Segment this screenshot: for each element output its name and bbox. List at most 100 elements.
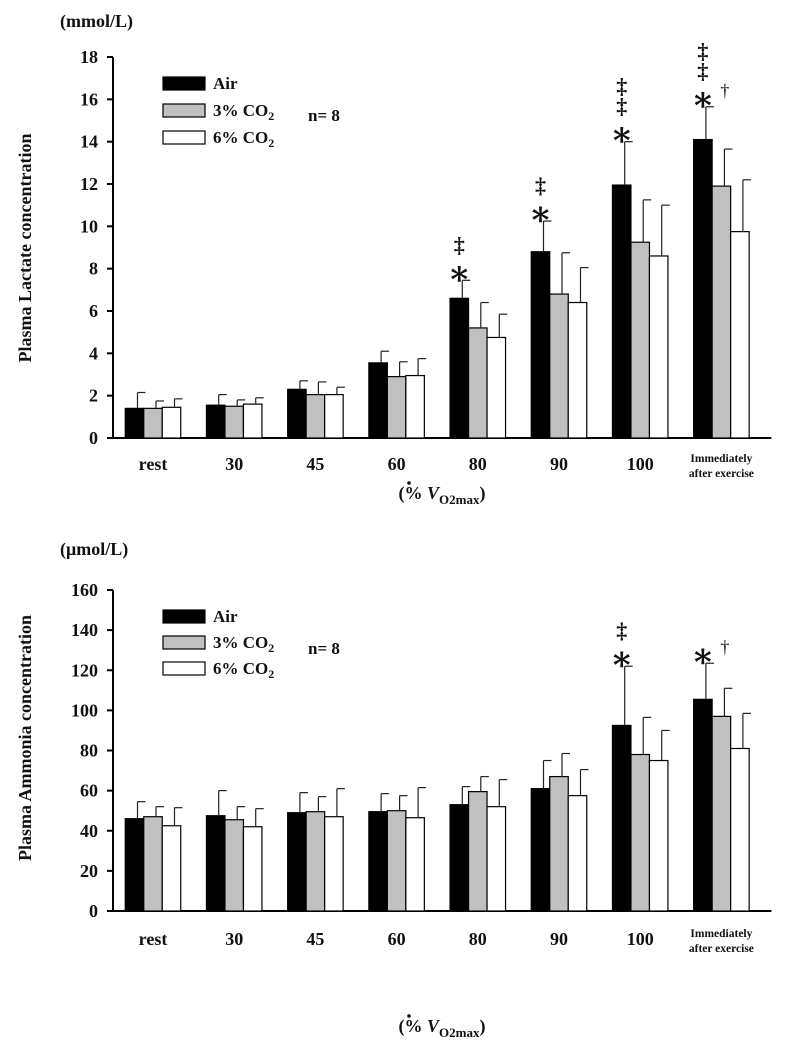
bar-3-co2-rest [143, 407, 163, 439]
y-tick-label: 6 [89, 301, 98, 321]
bar-3-co2-45 [305, 811, 326, 912]
bar-6-co2-90 [567, 301, 588, 439]
x-axis-label-dot [407, 1014, 411, 1018]
legend-swatch-6-co2 [162, 661, 206, 676]
bar-air-90 [530, 788, 551, 912]
category-label: 60 [388, 454, 406, 474]
unit-label: (μmol/L) [60, 539, 128, 560]
legend-swatch-6-co2 [162, 130, 206, 145]
bar-6-co2-30 [242, 403, 263, 439]
y-tick-label: 0 [89, 428, 98, 448]
category-label: 90 [550, 929, 568, 949]
bar-3-co2-100 [630, 241, 651, 439]
category-label: 90 [550, 454, 568, 474]
significance-marker-dagger: † [720, 637, 729, 657]
bar-6-co2-80 [486, 806, 507, 912]
bar-air-80 [449, 297, 470, 439]
bar-air-60 [368, 811, 388, 912]
y-axis-label: Plasma Ammonia concentration [15, 615, 35, 861]
y-tick-label: 80 [80, 741, 98, 761]
bar-6-co2-60 [405, 374, 425, 439]
bar-6-co2-100 [648, 759, 669, 912]
category-label: after exercise [689, 943, 754, 955]
category-label: Immediately [690, 453, 752, 465]
bar-air-100 [611, 184, 632, 439]
sample-size-label: n= 8 [308, 639, 340, 658]
legend-label-air: Air [213, 607, 238, 626]
bar-6-co2-immediately-after-exercise [730, 747, 750, 912]
bar-air-immediately-after-exercise [693, 138, 713, 439]
bar-3-co2-60 [386, 376, 407, 439]
significance-marker: ‡ [616, 74, 627, 99]
category-label: rest [139, 454, 168, 474]
significance-marker: ‡ [616, 618, 627, 643]
x-axis-label: (% VO2max) [399, 1016, 486, 1040]
category-label: 30 [225, 454, 243, 474]
bar-air-80 [449, 804, 470, 912]
category-label: 80 [469, 929, 487, 949]
bar-6-co2-immediately-after-exercise [730, 231, 750, 439]
bar-air-30 [205, 815, 226, 912]
bar-6-co2-60 [405, 817, 425, 912]
bar-6-co2-rest [161, 406, 182, 439]
bar-3-co2-rest [143, 816, 163, 912]
significance-marker-dagger: † [720, 81, 729, 101]
bar-3-co2-30 [224, 405, 245, 439]
y-tick-label: 20 [80, 861, 98, 881]
significance-marker: ∗ [691, 82, 715, 119]
bar-3-co2-90 [549, 775, 569, 912]
bar-3-co2-80 [467, 791, 488, 912]
bar-3-co2-45 [305, 394, 326, 439]
y-tick-label: 60 [80, 781, 98, 801]
bar-air-60 [368, 362, 388, 439]
category-label: 45 [306, 454, 324, 474]
bar-6-co2-80 [486, 336, 507, 439]
significance-marker: ∗ [529, 196, 553, 233]
bar-3-co2-60 [386, 810, 407, 912]
category-label: 60 [388, 929, 406, 949]
significance-marker: ‡ [616, 94, 627, 119]
category-label: 45 [306, 929, 324, 949]
bar-3-co2-100 [630, 753, 651, 912]
y-axis-label: Plasma Lactate concentration [15, 134, 35, 363]
category-label: rest [139, 929, 168, 949]
bar-air-100 [611, 724, 632, 912]
bar-air-45 [287, 388, 307, 439]
y-tick-label: 40 [80, 821, 98, 841]
bar-6-co2-45 [324, 394, 344, 439]
category-label: after exercise [689, 468, 754, 480]
bar-air-45 [287, 812, 307, 912]
bar-3-co2-80 [467, 327, 488, 439]
bar-6-co2-100 [648, 255, 669, 439]
bar-air-rest [124, 818, 145, 912]
category-label: 80 [469, 454, 487, 474]
significance-marker: ∗ [448, 255, 472, 292]
category-label: 100 [627, 929, 654, 949]
y-tick-label: 4 [89, 343, 98, 363]
bar-air-90 [530, 251, 551, 439]
significance-marker: ‡ [454, 232, 465, 257]
bar-air-30 [205, 404, 226, 439]
legend-label-6-co2: 6% CO2 [213, 128, 274, 150]
y-tick-label: 2 [89, 386, 98, 406]
y-tick-label: 160 [71, 580, 98, 600]
significance-marker: ‡ [697, 59, 708, 84]
bar-air-immediately-after-exercise [693, 698, 713, 912]
significance-marker: ‡ [697, 39, 708, 64]
x-axis-label: (% VO2max) [399, 483, 486, 507]
bar-3-co2-immediately-after-exercise [711, 715, 732, 912]
y-tick-label: 14 [80, 132, 98, 152]
y-tick-label: 100 [71, 700, 98, 720]
y-tick-label: 12 [80, 174, 98, 194]
y-tick-label: 10 [80, 216, 98, 236]
bar-6-co2-rest [161, 825, 182, 912]
legend-label-3-co2: 3% CO2 [213, 101, 274, 123]
legend-label-6-co2: 6% CO2 [213, 659, 274, 681]
significance-marker: ∗ [610, 641, 634, 678]
legend-label-3-co2: 3% CO2 [213, 633, 274, 655]
y-tick-label: 0 [89, 901, 98, 921]
y-tick-label: 8 [89, 259, 98, 279]
category-label: 100 [627, 454, 654, 474]
legend-swatch-air [162, 76, 206, 91]
bar-6-co2-90 [567, 795, 588, 912]
